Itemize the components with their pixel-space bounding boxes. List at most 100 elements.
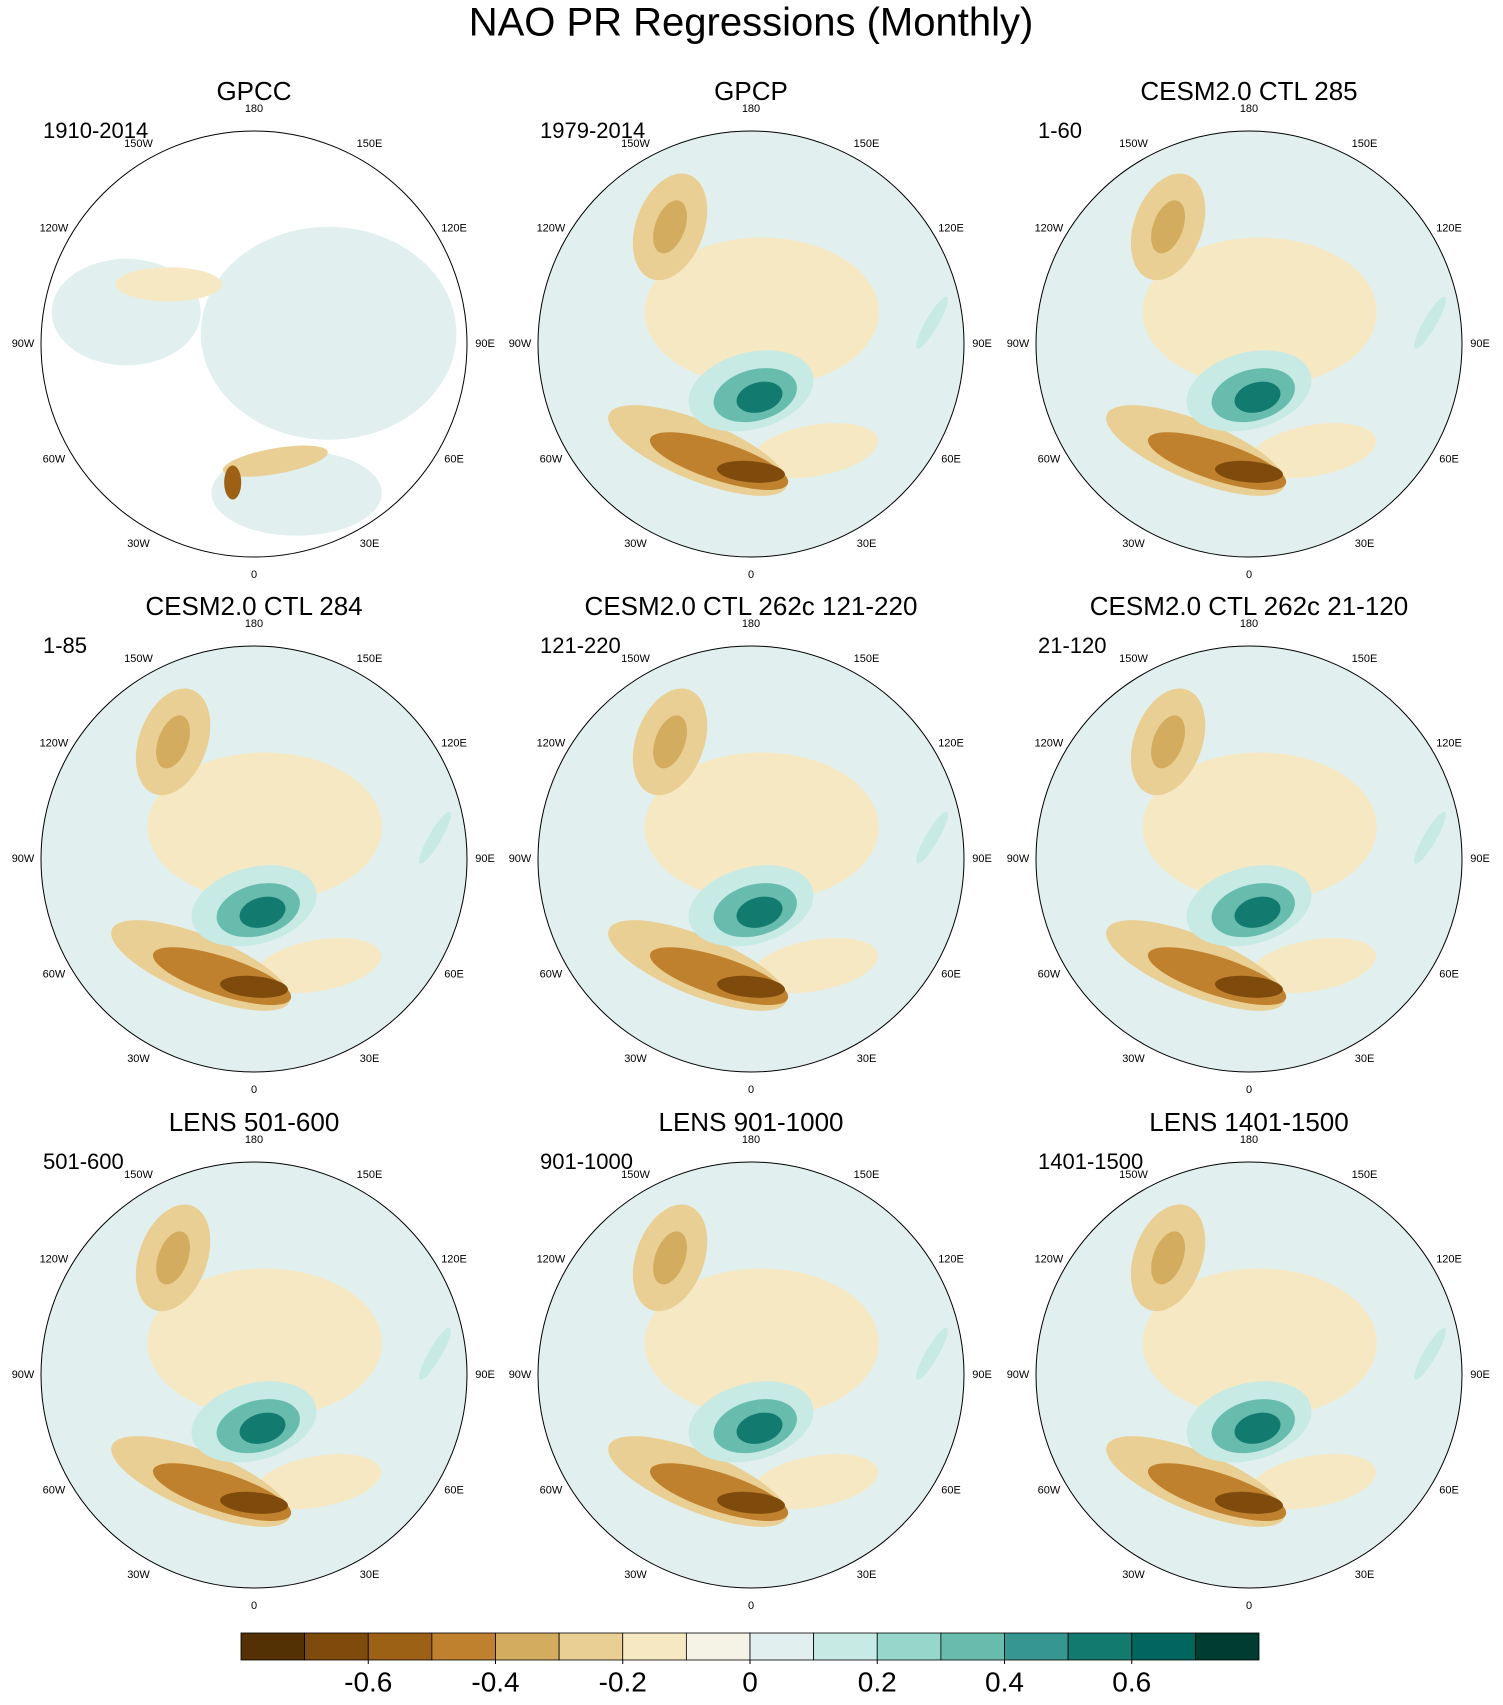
field-patch xyxy=(1234,1412,1281,1444)
longitude-label: 30E xyxy=(360,1569,380,1581)
longitude-label: 60W xyxy=(540,968,563,980)
colorbar-box xyxy=(431,1632,496,1661)
panel-title: GPCP xyxy=(714,76,788,106)
panel-title: LENS 1401-1500 xyxy=(1149,1107,1348,1137)
field-patch xyxy=(239,896,286,928)
longitude-label: 120E xyxy=(938,222,964,234)
field-patch xyxy=(1215,460,1283,483)
longitude-label: 90W xyxy=(12,853,35,865)
map xyxy=(1036,1162,1462,1588)
map xyxy=(1036,131,1462,557)
field-patch xyxy=(1151,715,1185,769)
longitude-label: 150W xyxy=(124,653,153,665)
colorbar-box xyxy=(1004,1632,1069,1661)
longitude-label: 180 xyxy=(1240,103,1258,115)
longitude-label: 30E xyxy=(360,1053,380,1065)
field-patch xyxy=(147,1268,382,1418)
longitude-label: 30E xyxy=(857,1569,877,1581)
field-patch xyxy=(1414,811,1446,864)
map-outline xyxy=(1035,130,1463,558)
longitude-label: 60W xyxy=(540,1484,563,1496)
longitude-label: 0 xyxy=(748,1600,754,1612)
longitude-label: 30E xyxy=(857,1053,877,1065)
panel-period: 501-600 xyxy=(43,1149,124,1174)
longitude-label: 120E xyxy=(938,737,964,749)
longitude-label: 60W xyxy=(43,968,66,980)
field-patch xyxy=(1142,237,1377,387)
longitude-label: 150E xyxy=(854,1169,880,1181)
longitude-label: 0 xyxy=(1246,569,1252,581)
field-patch xyxy=(115,267,223,302)
map-outline xyxy=(1035,645,1463,1073)
longitude-label: 30E xyxy=(360,538,380,550)
map xyxy=(41,646,467,1072)
field-patch xyxy=(254,937,381,994)
panel-period: 1979-2014 xyxy=(540,118,645,143)
longitude-label: 30W xyxy=(127,1053,150,1065)
longitude-label: 150E xyxy=(357,1169,383,1181)
field-patch xyxy=(1151,1231,1185,1285)
map-outline xyxy=(1035,1161,1463,1589)
panel-period: 21-120 xyxy=(1038,633,1107,658)
panel-period: 1910-2014 xyxy=(43,118,148,143)
longitude-label: 90E xyxy=(972,853,992,865)
longitude-label: 60W xyxy=(1038,968,1061,980)
map xyxy=(1036,646,1462,1072)
longitude-label: 120E xyxy=(441,737,467,749)
longitude-label: 60W xyxy=(1038,453,1061,465)
longitude-label: 90W xyxy=(509,1369,532,1381)
longitude-label: 150W xyxy=(1119,1169,1148,1181)
longitude-label: 180 xyxy=(245,618,263,630)
longitude-label: 180 xyxy=(742,103,760,115)
panel-period: 1-60 xyxy=(1038,118,1082,143)
colorbar-label: -0.6 xyxy=(344,1666,392,1697)
map-outline xyxy=(537,1161,965,1589)
field-patch xyxy=(751,937,878,994)
longitude-label: 180 xyxy=(742,618,760,630)
longitude-label: 120W xyxy=(40,1253,69,1265)
colorbar-box xyxy=(240,1632,306,1661)
longitude-label: 90E xyxy=(475,853,495,865)
longitude-label: 120E xyxy=(441,222,467,234)
longitude-label: 90W xyxy=(1007,853,1030,865)
longitude-label: 120W xyxy=(1035,737,1064,749)
panel-period: 1401-1500 xyxy=(1038,1149,1143,1174)
field-patch xyxy=(644,1268,879,1418)
longitude-label: 120W xyxy=(1035,1253,1064,1265)
field-patch xyxy=(751,422,878,479)
panel-title: CESM2.0 CTL 285 xyxy=(1140,76,1357,106)
field-patch xyxy=(419,811,451,864)
field-patch xyxy=(1249,1453,1376,1510)
field-patch xyxy=(1414,296,1446,349)
colorbar-box xyxy=(1131,1632,1196,1661)
longitude-label: 60E xyxy=(941,453,961,465)
colorbar-box xyxy=(749,1632,815,1661)
longitude-label: 30E xyxy=(1355,1569,1375,1581)
longitude-label: 120W xyxy=(40,737,69,749)
longitude-label: 150W xyxy=(1119,138,1148,150)
longitude-label: 90W xyxy=(1007,1369,1030,1381)
colorbar-box xyxy=(495,1632,560,1661)
field-patch xyxy=(653,200,687,254)
field-patch xyxy=(222,445,328,477)
longitude-label: 90E xyxy=(475,1369,495,1381)
longitude-label: 120W xyxy=(40,222,69,234)
field-patch xyxy=(1151,200,1185,254)
longitude-label: 90W xyxy=(509,853,532,865)
field-patch xyxy=(1414,1327,1446,1380)
map-outline xyxy=(40,1161,468,1589)
colorbar-box xyxy=(622,1632,687,1661)
longitude-label: 90W xyxy=(509,338,532,350)
colorbar-label: 0.6 xyxy=(1112,1666,1151,1697)
colorbar-box xyxy=(1194,1632,1260,1661)
longitude-label: 0 xyxy=(251,1600,257,1612)
longitude-label: 90E xyxy=(1470,338,1490,350)
longitude-label: 120W xyxy=(537,737,566,749)
longitude-label: 150E xyxy=(854,653,880,665)
longitude-label: 150W xyxy=(1119,653,1148,665)
longitude-label: 60E xyxy=(1439,453,1459,465)
colorbar-label: -0.4 xyxy=(471,1666,519,1697)
colorbar-box xyxy=(813,1632,878,1661)
longitude-label: 30E xyxy=(1355,1053,1375,1065)
